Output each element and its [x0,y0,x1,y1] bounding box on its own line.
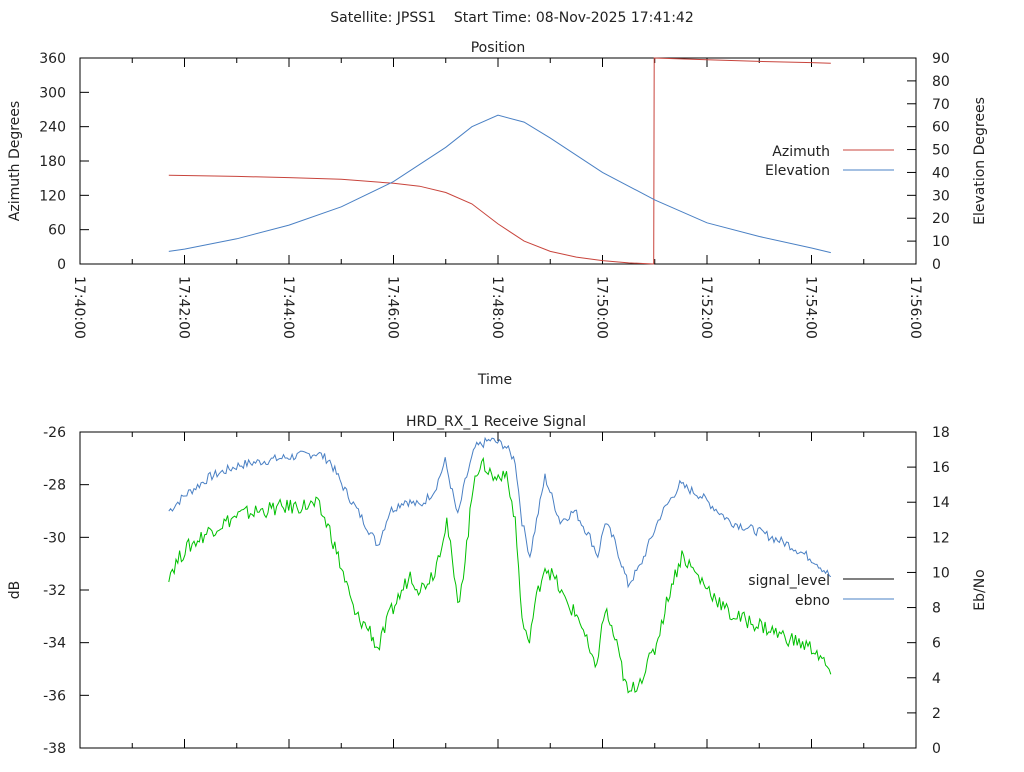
y-tick-label: 360 [39,51,66,67]
y2-tick-label: 2 [932,706,941,722]
legend-azimuth-label: Azimuth [772,144,830,160]
y-tick-label: -38 [43,741,66,757]
figure-title: Satellite: JPSS1 Start Time: 08-Nov-2025… [330,10,693,26]
y2-tick-label: 12 [932,530,950,546]
y-tick-label: -30 [43,530,66,546]
y-tick-label: -32 [43,583,66,599]
y-tick-label: 120 [39,188,66,204]
y-tick-label: 60 [48,223,66,239]
legend-elevation-label: Elevation [765,163,830,179]
y2-tick-label: 10 [932,565,950,581]
signal-title: HRD_RX_1 Receive Signal [406,414,586,430]
x-tick-label: 17:52:00 [698,276,714,339]
y2-tick-label: 20 [932,211,950,227]
series-line-signal-level [168,436,832,589]
position-plot-frame [79,57,917,265]
signal-plot-frame [79,431,917,749]
x-tick-label: 17:56:00 [907,276,923,339]
y-tick-label: 240 [39,120,66,136]
y2-tick-label: 70 [932,97,950,113]
position-title: Position [471,40,526,56]
x-tick-label: 17:46:00 [385,276,401,339]
y-tick-label: -36 [43,688,66,704]
y-tick-label: 300 [39,85,66,101]
position-plot: Position Azimuth Degrees Elevation Degre… [7,40,988,388]
ebno-axis-label: Eb/No [972,569,988,611]
azimuth-axis-label: Azimuth Degrees [7,101,23,221]
y2-tick-label: 18 [932,425,950,441]
x-tick-label: 17:42:00 [176,276,192,339]
x-tick-label: 17:44:00 [280,276,296,339]
y2-tick-label: 6 [932,636,941,652]
y2-tick-label: 40 [932,165,950,181]
x-tick-label: 17:54:00 [803,276,819,339]
y-tick-label: 0 [57,257,66,273]
y2-tick-label: 60 [932,120,950,136]
y2-tick-label: 50 [932,143,950,159]
y2-tick-label: 8 [932,601,941,617]
y-tick-label: 180 [39,154,66,170]
y-tick-label: -28 [43,478,66,494]
elevation-axis-label: Elevation Degrees [972,97,988,225]
series-line-elevation [168,114,831,254]
legend-signal-label: signal_level [748,573,830,589]
y2-tick-label: 10 [932,234,950,250]
y2-tick-label: 0 [932,741,941,757]
y2-tick-label: 80 [932,74,950,90]
x-tick-label: 17:50:00 [594,276,610,339]
x-tick-label: 17:40:00 [71,276,87,339]
series-line-azimuth [168,57,831,265]
y2-tick-label: 90 [932,51,950,67]
y-tick-label: -34 [43,636,66,652]
y2-tick-label: 30 [932,188,950,204]
time-axis-label: Time [477,372,512,388]
legend-ebno-label: ebno [795,593,830,609]
series-line-ebno [168,456,832,694]
y-tick-label: -26 [43,425,66,441]
x-tick-label: 17:48:00 [489,276,505,339]
y2-tick-label: 4 [932,671,941,687]
db-axis-label: dB [7,581,23,600]
y2-tick-label: 16 [932,460,950,476]
signal-plot: HRD_RX_1 Receive Signal dB Eb/No signal_… [7,414,988,757]
y2-tick-label: 0 [932,257,941,273]
y2-tick-label: 14 [932,495,950,511]
